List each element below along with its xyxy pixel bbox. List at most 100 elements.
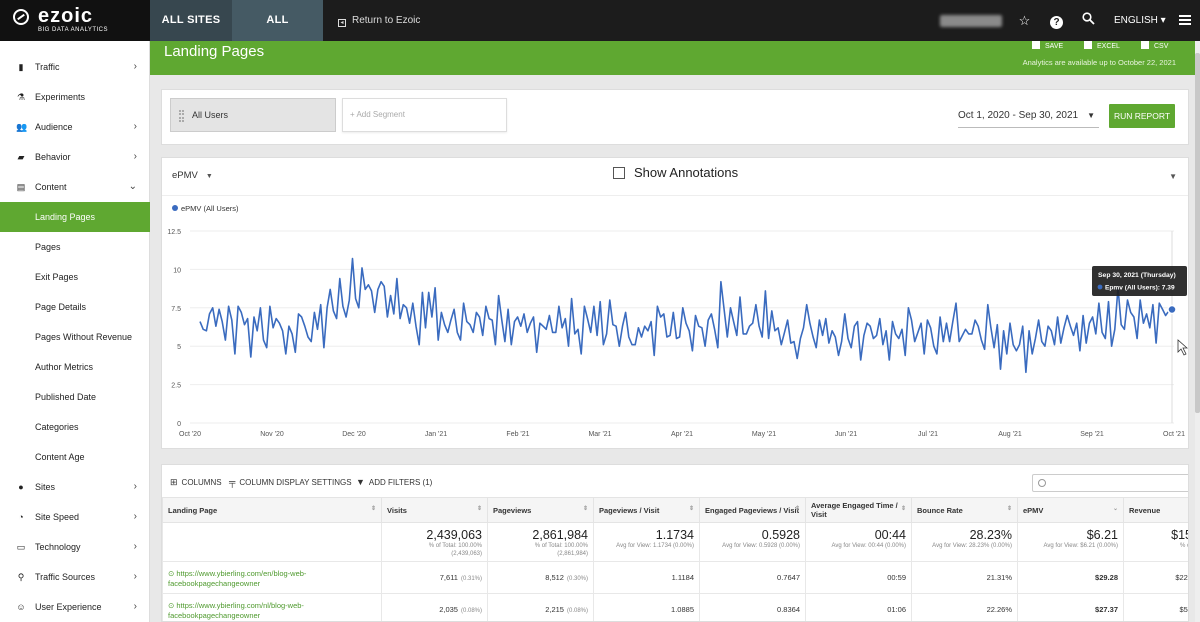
x-tick-label: Aug '21	[998, 431, 1022, 438]
save-button[interactable]: SAVE	[1032, 41, 1063, 52]
sidebar-item-label: Published Date	[35, 392, 97, 402]
total-note: % of Total: 100.00%	[534, 543, 588, 549]
sidebar-item-traffic-sources[interactable]: ⚲ Traffic Sources ›	[0, 562, 150, 592]
sort-icon[interactable]: ⇕	[582, 506, 588, 512]
sort-icon[interactable]: ⇕	[900, 506, 906, 512]
column-header-pageviews[interactable]: Pageviews ⇕	[487, 497, 594, 523]
table-cell: $55	[1123, 593, 1188, 621]
column-header-label: ePMV	[1023, 505, 1044, 515]
drag-handle-icon[interactable]	[179, 110, 184, 122]
show-annotations-label: Show Annotations	[634, 165, 739, 180]
csv-button[interactable]: CSV	[1141, 41, 1168, 52]
chevron-right-icon: ›	[133, 481, 137, 492]
sidebar-item-pages-without-revenue[interactable]: Pages Without Revenue	[0, 322, 150, 352]
sidebar-item-experiments[interactable]: ⚗ Experiments	[0, 82, 150, 112]
sidebar-item-pages[interactable]: Pages	[0, 232, 150, 262]
column-display-settings-button[interactable]: ╤ COLUMN DISPLAY SETTINGS	[229, 477, 352, 487]
scrollbar-thumb[interactable]	[1195, 53, 1200, 413]
star-icon[interactable]: ☆	[1018, 13, 1031, 28]
total-value: 2,439,063	[426, 528, 482, 542]
return-link-label: Return to Ezoic	[352, 15, 421, 26]
total-note: Avg for View: 28.23% (0.00%)	[932, 543, 1012, 549]
sidebar-item-audience[interactable]: 👥 Audience ›	[0, 112, 150, 142]
page-scrollbar[interactable]	[1195, 41, 1200, 622]
checkbox-icon[interactable]	[613, 167, 625, 179]
all-platforms-tab[interactable]: ALL PLATFORMS	[232, 0, 323, 67]
table-cell: 1.0885	[593, 593, 700, 621]
bounce-rate: 22.26%	[986, 605, 1012, 614]
column-header-visits[interactable]: Visits ⇕	[381, 497, 488, 523]
csv-label: CSV	[1154, 43, 1169, 50]
series-line-epmv	[199, 257, 1173, 374]
engaged-pageviews-per-visit: 0.7647	[777, 573, 800, 582]
segment-all-users[interactable]: All Users	[170, 98, 336, 132]
sidebar-item-sites[interactable]: ● Sites ›	[0, 472, 150, 502]
sidebar-item-landing-pages[interactable]: Landing Pages	[0, 202, 150, 232]
return-to-ezoic-link[interactable]: ◂ Return to Ezoic	[338, 0, 420, 41]
table-cell: 21.31%	[911, 561, 1018, 594]
sort-icon[interactable]: ⌄	[1112, 506, 1118, 512]
sidebar-item-author-metrics[interactable]: Author Metrics	[0, 352, 150, 382]
sidebar-item-page-details[interactable]: Page Details	[0, 292, 150, 322]
sort-icon[interactable]: ⇕	[476, 506, 482, 512]
landing-page-link[interactable]: https://www.ybierling.com/nl/blog-web-fa…	[168, 600, 304, 620]
sidebar-item-behavior[interactable]: ▰ Behavior ›	[0, 142, 150, 172]
return-icon: ◂	[338, 19, 346, 27]
user-name-blurred[interactable]	[940, 15, 1002, 27]
table-search-input[interactable]	[1032, 474, 1188, 492]
column-header-epmv[interactable]: ePMV ⌄	[1017, 497, 1124, 523]
search-icon[interactable]	[1080, 12, 1097, 29]
landing-page-link[interactable]: https://www.ybierling.com/en/blog-web-fa…	[168, 568, 307, 588]
table-cell[interactable]: ⊙ https://www.ybierling.com/nl/blog-web-…	[162, 593, 382, 621]
sidebar-item-label: Behavior	[35, 152, 71, 162]
metric-select[interactable]: ePMV ▼	[172, 170, 213, 181]
column-header-label: Visits	[387, 505, 407, 515]
sidebar-item-published-date[interactable]: Published Date	[0, 382, 150, 412]
add-filters-button[interactable]: ▼ ADD FILTERS (1)	[356, 477, 432, 487]
date-range-picker[interactable]: Oct 1, 2020 - Sep 30, 2021 ▼	[958, 106, 1099, 128]
hovered-data-point[interactable]	[1167, 304, 1177, 315]
ezoic-logo[interactable]: ezoic BIG DATA ANALYTICS	[0, 0, 150, 41]
help-icon[interactable]: ?	[1048, 12, 1065, 29]
sidebar-item-technology[interactable]: ▭ Technology ›	[0, 532, 150, 562]
all-sites-tab[interactable]: ALL SITES	[150, 0, 232, 41]
menu-icon[interactable]	[1176, 12, 1193, 29]
table-row[interactable]: ⊙ https://www.ybierling.com/en/blog-web-…	[162, 561, 1188, 594]
sidebar-item-traffic[interactable]: ▮ Traffic ›	[0, 52, 150, 82]
column-header-pageviews-visit[interactable]: Pageviews / Visit ⇕	[593, 497, 700, 523]
sidebar-item-label: Exit Pages	[35, 272, 79, 282]
table-row[interactable]: ⊙ https://www.ybierling.com/nl/blog-web-…	[162, 593, 1188, 621]
total-value: $6.21	[1086, 528, 1118, 542]
x-tick-label: Mar '21	[588, 431, 611, 438]
bounce-rate: 21.31%	[986, 573, 1012, 582]
language-select[interactable]: ENGLISH ▾	[1114, 15, 1166, 26]
column-header-engaged-pageviews-visit[interactable]: Engaged Pageviews / Visit ⇕	[699, 497, 806, 523]
sidebar-item-content-age[interactable]: Content Age	[0, 442, 150, 472]
sort-icon[interactable]: ⇕	[794, 506, 800, 512]
column-header-landing-page[interactable]: Landing Page ⇕	[162, 497, 382, 523]
caret-down-icon[interactable]: ▼	[1169, 172, 1177, 181]
excel-button[interactable]: EXCEL	[1084, 41, 1120, 52]
sidebar-item-content[interactable]: ▤ Content ⌄	[0, 172, 150, 202]
sort-icon[interactable]: ⇕	[370, 506, 376, 512]
sidebar-item-site-speed[interactable]: ◔ Site Speed ›	[0, 502, 150, 532]
column-header-label: Bounce Rate	[917, 505, 963, 515]
sort-icon[interactable]: ⇕	[688, 506, 694, 512]
sidebar-item-label: Traffic Sources	[35, 572, 96, 582]
columns-button[interactable]: ⊞ COLUMNS	[170, 477, 222, 488]
column-header-average-engaged-time-visit[interactable]: Average Engaged Time / Visit ⇕	[805, 497, 912, 523]
table-cell[interactable]: ⊙ https://www.ybierling.com/en/blog-web-…	[162, 561, 382, 594]
column-header-bounce-rate[interactable]: Bounce Rate ⇕	[911, 497, 1018, 523]
sort-icon[interactable]: ⇕	[1006, 506, 1012, 512]
run-report-button[interactable]: RUN REPORT	[1109, 104, 1175, 128]
sidebar-item-user-experience[interactable]: ☺ User Experience ›	[0, 592, 150, 622]
epmv-line-chart: ePMV (All Users) 0 2.5 5 7.5 10 12.5 Oct '20 Nov…	[167, 204, 1188, 438]
sidebar-item-categories[interactable]: Categories	[0, 412, 150, 442]
sidebar-item-exit-pages[interactable]: Exit Pages	[0, 262, 150, 292]
excel-icon	[1084, 41, 1092, 49]
show-annotations-toggle[interactable]: Show Annotations	[613, 165, 738, 180]
column-header-revenue[interactable]: Revenue	[1123, 497, 1188, 523]
page-title: Landing Pages	[164, 43, 265, 60]
pageviews-pct: (0.08%)	[566, 608, 588, 614]
add-segment-input[interactable]: + Add Segment	[342, 98, 507, 132]
